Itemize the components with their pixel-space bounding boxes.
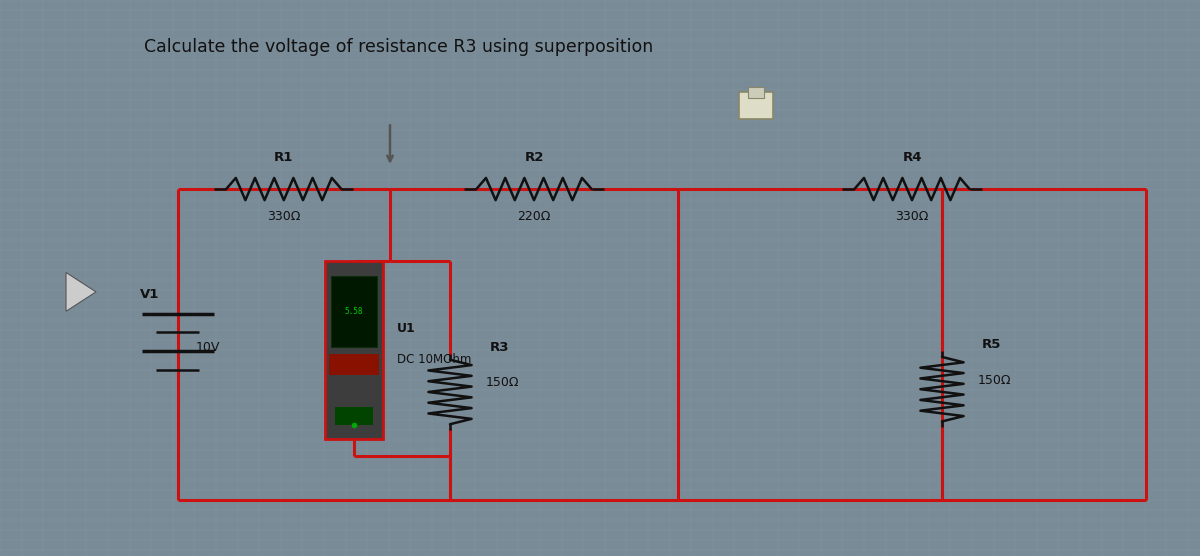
Text: Calculate the voltage of resistance R3 using superposition: Calculate the voltage of resistance R3 u…: [144, 38, 653, 56]
Bar: [325, 261, 383, 439]
Text: R4: R4: [902, 151, 922, 164]
Text: 5.58: 5.58: [344, 307, 364, 316]
Text: R5: R5: [982, 339, 1001, 351]
Bar: [335, 407, 373, 425]
Polygon shape: [66, 272, 96, 311]
Text: 150Ω: 150Ω: [978, 374, 1012, 386]
Text: 150Ω: 150Ω: [486, 376, 520, 389]
Text: R3: R3: [490, 341, 509, 354]
Bar: [329, 354, 379, 375]
Text: 220Ω: 220Ω: [517, 210, 551, 223]
Text: U1: U1: [397, 322, 416, 335]
Text: DC 10MOhm: DC 10MOhm: [397, 353, 472, 366]
Bar: [739, 92, 773, 119]
Text: 10V: 10V: [196, 341, 220, 354]
Text: V1: V1: [140, 288, 160, 301]
Bar: [748, 87, 764, 98]
Text: R1: R1: [274, 151, 294, 164]
Text: 330Ω: 330Ω: [268, 210, 300, 223]
Text: R2: R2: [524, 151, 544, 164]
Text: 330Ω: 330Ω: [895, 210, 929, 223]
Bar: [331, 276, 377, 347]
